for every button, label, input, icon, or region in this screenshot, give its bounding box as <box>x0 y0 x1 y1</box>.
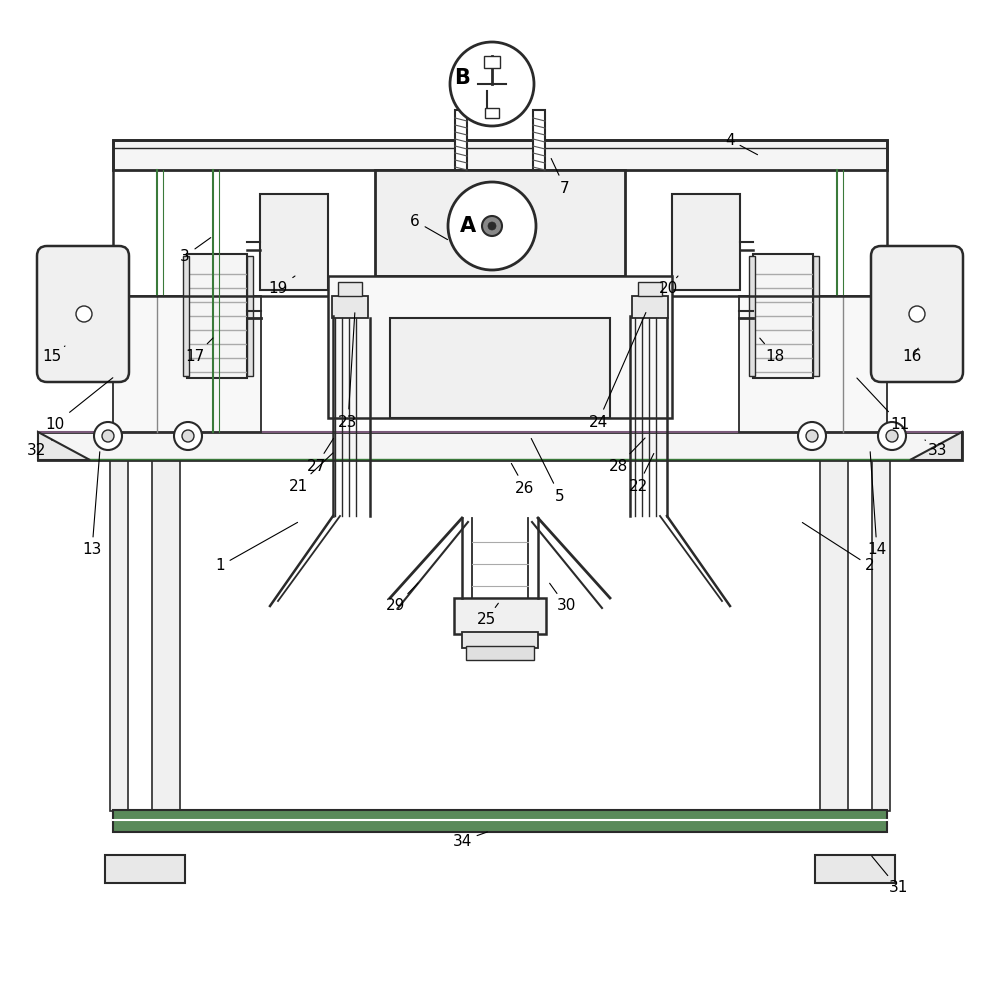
Bar <box>632 296 668 318</box>
Bar <box>739 296 887 432</box>
FancyBboxPatch shape <box>37 246 129 382</box>
Text: 6: 6 <box>410 213 448 240</box>
Bar <box>113 810 887 832</box>
Text: 22: 22 <box>628 453 654 493</box>
Text: B: B <box>454 68 470 88</box>
Text: A: A <box>460 216 476 236</box>
Bar <box>466 646 534 660</box>
Text: 33: 33 <box>925 440 948 457</box>
Bar <box>533 110 545 170</box>
Bar <box>247 256 253 376</box>
Bar <box>110 446 128 811</box>
Circle shape <box>450 42 534 126</box>
Text: 10: 10 <box>45 377 113 431</box>
Text: 31: 31 <box>872 857 908 895</box>
Bar <box>749 256 755 376</box>
Bar <box>454 598 546 634</box>
Bar <box>485 108 499 118</box>
Circle shape <box>174 422 202 450</box>
Circle shape <box>886 430 898 442</box>
Text: 29: 29 <box>386 583 418 614</box>
Bar <box>872 446 890 811</box>
Text: 16: 16 <box>902 349 922 364</box>
Bar <box>390 318 610 418</box>
Bar <box>672 194 740 290</box>
Circle shape <box>94 422 122 450</box>
Text: 34: 34 <box>452 832 487 849</box>
Circle shape <box>76 306 92 322</box>
Bar <box>105 855 185 883</box>
Text: 11: 11 <box>857 378 910 431</box>
Text: 23: 23 <box>338 313 358 429</box>
Bar <box>328 276 672 418</box>
Circle shape <box>798 422 826 450</box>
Text: 15: 15 <box>42 346 65 364</box>
Bar <box>338 282 362 296</box>
Text: 21: 21 <box>288 453 333 493</box>
Bar <box>187 254 247 378</box>
Bar <box>113 296 261 432</box>
Text: 26: 26 <box>511 463 535 495</box>
Text: 25: 25 <box>476 604 498 627</box>
Circle shape <box>806 430 818 442</box>
Bar <box>638 282 662 296</box>
Circle shape <box>488 222 496 230</box>
Text: 27: 27 <box>306 438 334 473</box>
Bar <box>753 254 813 378</box>
Bar <box>462 632 538 648</box>
Text: 7: 7 <box>551 158 570 195</box>
Circle shape <box>878 422 906 450</box>
Text: 14: 14 <box>867 452 887 558</box>
Text: 5: 5 <box>531 438 565 504</box>
Bar <box>183 256 189 376</box>
Bar <box>113 140 887 170</box>
Text: 17: 17 <box>185 338 213 364</box>
Bar <box>260 194 328 290</box>
Bar <box>332 296 368 318</box>
Polygon shape <box>38 432 90 460</box>
Text: 3: 3 <box>180 238 211 264</box>
Bar <box>38 432 962 460</box>
Bar <box>820 446 848 811</box>
Bar <box>113 140 887 296</box>
Polygon shape <box>910 432 962 460</box>
Text: 28: 28 <box>608 438 645 473</box>
Bar <box>484 56 500 68</box>
Bar <box>813 256 819 376</box>
Circle shape <box>482 216 502 236</box>
Circle shape <box>182 430 194 442</box>
Text: 18: 18 <box>760 338 785 364</box>
Text: 1: 1 <box>215 522 298 574</box>
Bar <box>152 446 180 811</box>
Bar <box>375 170 625 276</box>
Circle shape <box>448 182 536 270</box>
Text: 24: 24 <box>588 313 646 429</box>
Circle shape <box>102 430 114 442</box>
Text: 20: 20 <box>658 276 678 296</box>
Text: 32: 32 <box>27 440 52 457</box>
Bar <box>455 110 467 170</box>
Text: 30: 30 <box>550 584 576 614</box>
Text: 13: 13 <box>82 452 102 558</box>
Bar <box>815 855 895 883</box>
Text: 4: 4 <box>725 132 758 154</box>
Circle shape <box>909 306 925 322</box>
Text: 2: 2 <box>802 523 875 574</box>
FancyBboxPatch shape <box>871 246 963 382</box>
Text: 19: 19 <box>268 276 295 296</box>
